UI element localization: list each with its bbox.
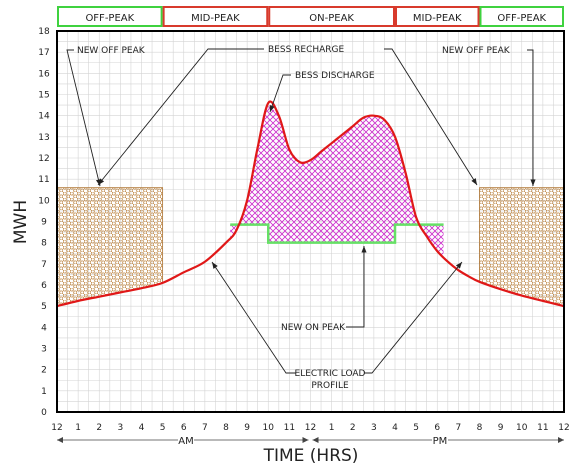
annotation-label: PROFILE: [311, 381, 349, 391]
period-box: [57, 6, 163, 27]
x-tick-label: 12: [51, 423, 62, 433]
y-tick-label: 16: [38, 69, 50, 79]
y-tick-label: 17: [38, 48, 49, 58]
x-tick-label: 9: [244, 423, 250, 433]
y-tick-label: 7: [41, 260, 47, 270]
y-tick-label: 4: [41, 323, 47, 333]
y-tick-label: 6: [41, 281, 47, 291]
period-label: ON-PEAK: [309, 13, 354, 24]
x-tick-label: 8: [477, 423, 483, 433]
y-tick-label: 2: [41, 366, 47, 376]
period-label: OFF-PEAK: [85, 13, 134, 24]
y-axis-label: MWH: [11, 200, 31, 244]
period-label: MID-PEAK: [413, 13, 462, 24]
leader-arrow: [455, 262, 462, 269]
pm-label: PM: [433, 436, 448, 447]
x-tick-label: 5: [413, 423, 419, 433]
x-tick-label: 8: [223, 423, 229, 433]
new-on-peak-line: [230, 223, 444, 244]
annotation-label: ELECTRIC LOAD: [295, 369, 366, 379]
annotations: NEW OFF PEAK BESS RECHARGE BESS DISCHARGE N…: [66, 45, 536, 391]
period-box: [268, 6, 395, 27]
x-tick-label: 5: [160, 423, 166, 433]
new-off-peak-area: [57, 187, 164, 307]
y-tick-label: 12: [38, 154, 49, 164]
x-tick-label: 10: [516, 423, 528, 433]
x-tick-label: 2: [96, 423, 102, 433]
y-tick-label: 15: [38, 91, 49, 101]
period-box: [162, 6, 269, 27]
period-box: [395, 6, 480, 27]
period-label: MID-PEAK: [191, 13, 240, 24]
leader-line: [269, 74, 291, 113]
series-lines: [57, 100, 564, 308]
x-tick-label: 6: [434, 423, 440, 433]
electric-load-line: [57, 100, 564, 308]
x-tick-label: 2: [350, 423, 356, 433]
x-tick-label: 11: [284, 423, 295, 433]
x-tick-label: 6: [181, 423, 187, 433]
y-tick-label: 1: [41, 387, 47, 397]
leader-arrow: [98, 178, 105, 185]
leader-arrow: [269, 105, 275, 112]
x-tick-label: 3: [118, 423, 124, 433]
x-tick-label: 4: [139, 423, 145, 433]
y-tick-label: 8: [41, 239, 47, 249]
arrow-head: [302, 437, 309, 443]
leader-line: [66, 49, 101, 187]
annotation-label: BESS DISCHARGE: [295, 71, 375, 81]
y-tick-label: 3: [41, 345, 47, 355]
x-axis-label: TIME (HRS): [263, 446, 359, 466]
annotation-label: NEW ON PEAK: [281, 323, 346, 333]
new-off-peak-area: [479, 187, 564, 307]
y-tick-label: 14: [38, 112, 50, 122]
x-tick-label: 10: [263, 423, 275, 433]
x-tick-label: 1: [75, 423, 81, 433]
arrow-head: [558, 437, 564, 443]
y-tick-label: 10: [38, 196, 50, 206]
y-tick-label: 5: [41, 302, 47, 312]
x-tick-label: 7: [456, 423, 462, 433]
bess-discharge-area: [230, 104, 444, 258]
x-tick-label: 7: [202, 423, 208, 433]
x-tick-label: 1: [329, 423, 335, 433]
leader-arrow: [471, 178, 477, 185]
leader-line: [384, 48, 478, 186]
annotation-label: BESS RECHARGE: [268, 45, 345, 55]
tou-period-bar: OFF-PEAK MID-PEAK ON-PEAK MID-PEAK OFF-PEAK: [57, 6, 564, 27]
leader-line: [527, 49, 534, 186]
arrow-head: [312, 437, 319, 443]
leader-line: [211, 261, 296, 374]
plot-frame: [56, 30, 565, 413]
y-tick-label: 13: [38, 133, 49, 143]
arrow-head: [57, 437, 63, 443]
annotation-label: NEW OFF PEAK: [442, 46, 511, 56]
x-tick-label: 9: [498, 423, 504, 433]
period-label: OFF-PEAK: [497, 13, 546, 24]
am-label: AM: [178, 436, 193, 447]
x-tick-label: 12: [305, 423, 316, 433]
y-tick-label: 18: [38, 27, 50, 37]
x-tick-label: 4: [392, 423, 398, 433]
x-tick-label: 3: [371, 423, 377, 433]
leader-line: [364, 261, 463, 374]
annotation-label: NEW OFF PEAK: [77, 46, 146, 56]
leader-arrow: [212, 262, 218, 269]
leader-line: [346, 246, 365, 328]
x-tick-labels: 12 1 2 3 4 5 6 7 8 9 10 11 12 1 2 3 4 5 6 7 8 9 10 11 12: [51, 423, 570, 443]
period-box: [479, 6, 564, 27]
y-tick-label: 0: [41, 408, 47, 418]
leader-line: [97, 48, 264, 186]
x-tick-label: 12: [558, 423, 569, 433]
y-tick-label: 9: [41, 218, 47, 228]
leader-arrow: [361, 246, 367, 253]
y-tick-label: 11: [38, 175, 49, 185]
leader-arrow: [530, 179, 536, 186]
x-tick-label: 11: [537, 423, 548, 433]
